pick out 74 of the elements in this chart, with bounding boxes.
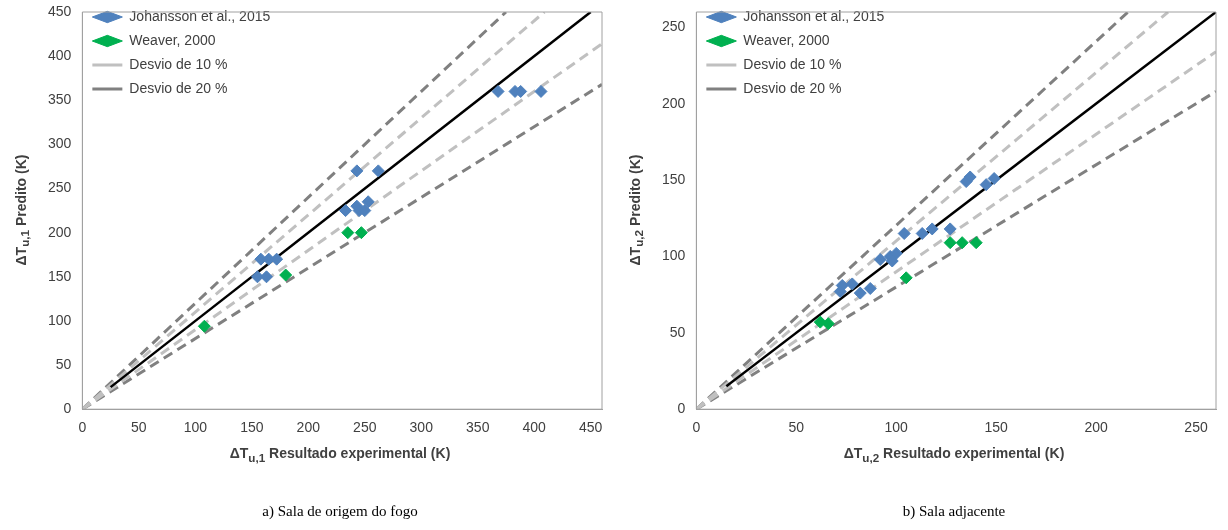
point (250, 270, 264, 284)
x-tick-label: 400 (522, 419, 547, 436)
y-tick-label: 200 (662, 94, 686, 111)
point (339, 204, 353, 218)
y-tick-label: 0 (677, 400, 686, 417)
text: a) Sala de origem do fogo (262, 503, 418, 520)
x-axis-title: ΔT$_{u,1}$ Resultado experimental (K) (229, 445, 451, 464)
point (979, 178, 993, 192)
point (943, 222, 957, 236)
y-tick-label: 150 (48, 267, 72, 284)
point (197, 319, 211, 333)
text: b) Sala adjacente (902, 503, 1006, 520)
x-tick-label: 150 (984, 419, 1009, 436)
y-tick-label: 100 (48, 311, 72, 328)
y-tick-label: 200 (48, 223, 72, 240)
legend-label: Desvio de 10 % (743, 55, 842, 72)
y-tick-label: 50 (55, 355, 72, 372)
point (371, 164, 385, 178)
x-tick-label: 250 (1184, 419, 1208, 436)
point (279, 268, 293, 282)
x-tick-label: 50 (131, 419, 147, 436)
x-tick-label: 100 (183, 419, 208, 436)
point (897, 227, 911, 241)
point (491, 84, 505, 98)
point (853, 286, 867, 300)
point (955, 236, 969, 250)
x-tick-label: 300 (409, 419, 434, 436)
y-tick-label: 100 (662, 247, 686, 264)
point (354, 226, 368, 240)
y-tick-label: 50 (669, 323, 686, 340)
legend-label: Johansson et al., 2015 (129, 7, 271, 24)
y-tick-label: 400 (48, 46, 72, 63)
x-tick-label: 450 (579, 419, 603, 436)
x-tick-label: 50 (788, 419, 805, 436)
point (833, 285, 847, 299)
y-tick-label: 250 (662, 18, 686, 35)
x-tick-label: 100 (884, 419, 909, 436)
y-tick-label: 150 (662, 170, 686, 187)
point (534, 84, 548, 98)
point (270, 252, 284, 266)
point (863, 282, 877, 296)
y-tick-label: 250 (48, 179, 72, 196)
legend-label: Desvio de 20 % (743, 79, 842, 96)
y-tick-label: 350 (48, 91, 72, 108)
point (361, 195, 375, 209)
point (963, 170, 977, 184)
point (873, 252, 887, 266)
point (341, 226, 355, 240)
y-tick-label: 0 (63, 400, 72, 417)
point (987, 172, 1001, 186)
point (915, 227, 929, 241)
point (899, 271, 913, 285)
y-tick-label: 300 (48, 135, 72, 152)
x-tick-label: 200 (296, 419, 321, 436)
x-tick-label: 0 (78, 419, 87, 436)
x-axis-title: ΔT$_{u,2}$ Resultado experimental (K) (843, 445, 1065, 464)
point (943, 236, 957, 250)
legend-label: Weaver, 2000 (129, 31, 216, 48)
x-tick-label: 0 (692, 419, 701, 436)
point (925, 222, 939, 236)
legend-label: Desvio de 10 % (129, 55, 228, 72)
legend-label: Johansson et al., 2015 (743, 7, 885, 24)
point (821, 317, 835, 331)
x-tick-label: 250 (353, 419, 377, 436)
point (259, 270, 273, 284)
point (969, 236, 983, 250)
x-tick-label: 200 (1084, 419, 1108, 436)
point (845, 277, 859, 291)
point (350, 164, 364, 178)
x-tick-label: 350 (466, 419, 490, 436)
x-tick-label: 150 (240, 419, 264, 436)
legend-label: Desvio de 20 % (129, 79, 228, 96)
legend-label: Weaver, 2000 (743, 31, 830, 48)
y-tick-label: 450 (48, 2, 72, 19)
